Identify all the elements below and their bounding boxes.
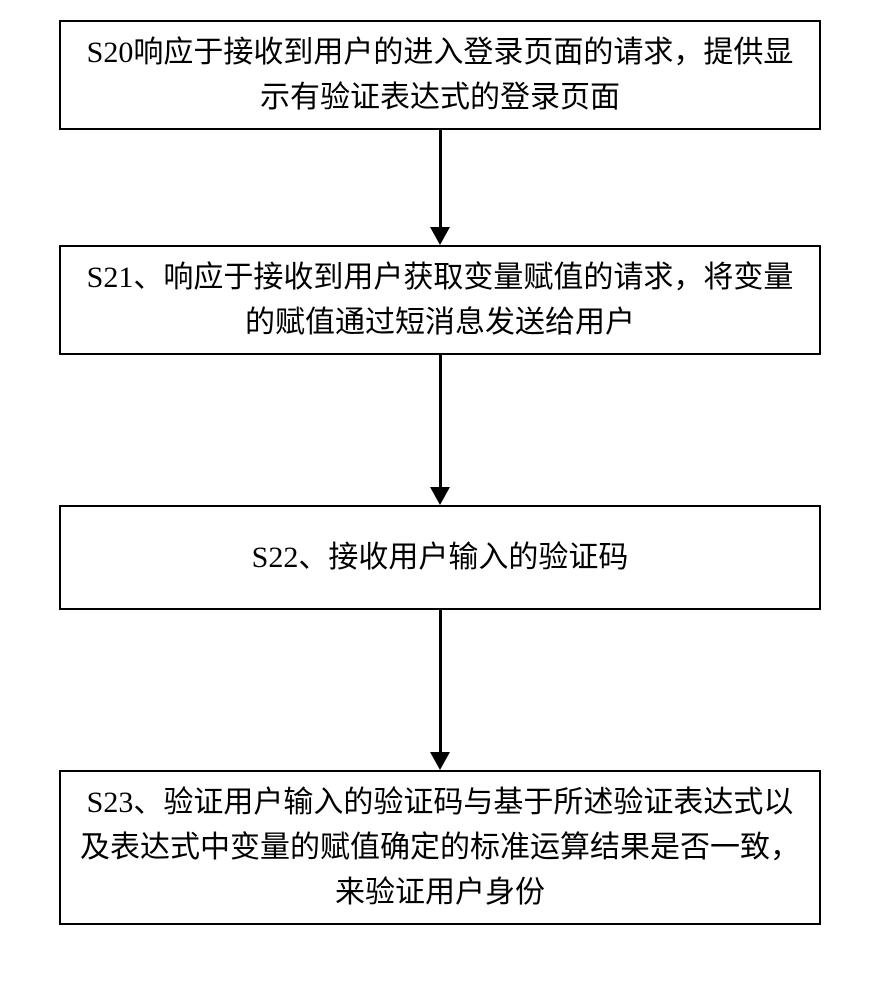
node-text: S20响应于接收到用户的进入登录页面的请求，提供显示有验证表达式的登录页面: [73, 30, 807, 120]
arrow-head-icon: [430, 487, 450, 505]
node-text: S23、验证用户输入的验证码与基于所述验证表达式以及表达式中变量的赋值确定的标准…: [73, 780, 807, 915]
arrow-line: [439, 610, 442, 752]
arrow-line: [439, 355, 442, 487]
node-text: S22、接收用户输入的验证码: [252, 535, 629, 580]
flowchart-node-s23: S23、验证用户输入的验证码与基于所述验证表达式以及表达式中变量的赋值确定的标准…: [59, 770, 821, 925]
flowchart-node-s20: S20响应于接收到用户的进入登录页面的请求，提供显示有验证表达式的登录页面: [59, 20, 821, 130]
arrow-line: [439, 130, 442, 227]
arrow-head-icon: [430, 227, 450, 245]
flowchart-node-s22: S22、接收用户输入的验证码: [59, 505, 821, 610]
flowchart-node-s21: S21、响应于接收到用户获取变量赋值的请求，将变量的赋值通过短消息发送给用户: [59, 245, 821, 355]
node-text: S21、响应于接收到用户获取变量赋值的请求，将变量的赋值通过短消息发送给用户: [73, 255, 807, 345]
arrow-head-icon: [430, 752, 450, 770]
flowchart-container: S20响应于接收到用户的进入登录页面的请求，提供显示有验证表达式的登录页面 S2…: [0, 0, 881, 1000]
